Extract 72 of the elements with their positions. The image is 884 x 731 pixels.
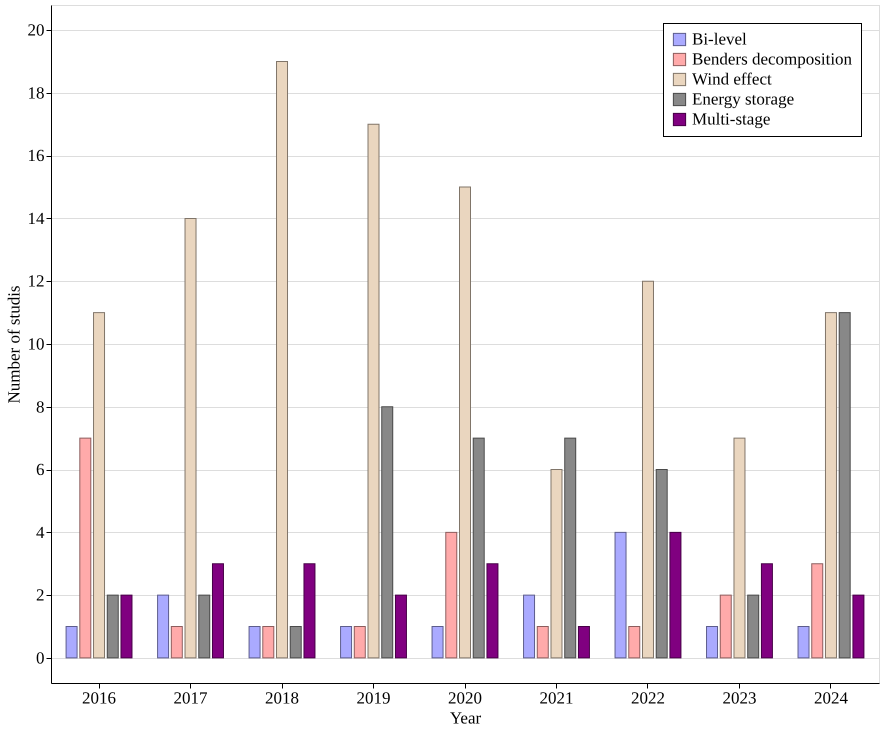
bar: [276, 61, 288, 658]
bar: [354, 626, 366, 658]
x-tick-label: 2016: [82, 688, 116, 708]
x-tick-label: 2019: [356, 688, 391, 708]
bar: [340, 626, 352, 658]
y-tick-label: 16: [28, 146, 44, 166]
bar: [212, 563, 224, 658]
bar: [614, 532, 627, 658]
legend-label: Benders decomposition: [692, 50, 853, 68]
bar: [747, 594, 760, 658]
legend-label: Bi-level: [692, 30, 748, 48]
y-tick-label: 10: [28, 334, 44, 354]
bar: [66, 626, 78, 658]
bar: [486, 563, 498, 658]
bar: [798, 626, 810, 658]
bar: [198, 594, 210, 658]
bar: [550, 469, 562, 658]
bar: [184, 218, 197, 658]
bar: [733, 438, 746, 658]
bar: [290, 626, 302, 658]
bar: [394, 594, 407, 658]
y-tick-label: 4: [36, 522, 45, 542]
bar: [564, 438, 576, 658]
bar: [432, 626, 444, 658]
bar: [628, 626, 640, 658]
y-tick-label: 20: [28, 20, 44, 40]
bar: [536, 626, 549, 658]
bar: [248, 626, 261, 658]
x-axis-title: Year: [450, 708, 482, 728]
bar: [523, 594, 536, 658]
y-axis-title: Number of studis: [4, 285, 24, 404]
bar: [157, 594, 170, 658]
bar: [720, 594, 732, 658]
bar: [656, 469, 668, 658]
y-tick-label: 12: [28, 272, 44, 291]
bar: [106, 594, 119, 658]
bar: [824, 312, 837, 658]
x-tick-label: 2020: [448, 688, 482, 708]
bar: [459, 186, 471, 658]
y-tick-label: 6: [36, 460, 44, 480]
y-tick-label: 2: [36, 586, 44, 605]
bar: [170, 626, 183, 658]
bar: [642, 280, 654, 658]
bar: [381, 406, 394, 658]
bar: [669, 532, 682, 658]
bar: [262, 626, 274, 658]
bar: [445, 532, 458, 658]
x-tick-label: 2023: [722, 688, 756, 708]
legend-label: Energy storage: [692, 90, 794, 108]
bar: [120, 594, 132, 658]
bar: [368, 124, 380, 658]
legend-label: Multi-stage: [692, 110, 770, 128]
bar: [578, 626, 590, 658]
bar: [760, 563, 773, 658]
bar: [811, 563, 824, 658]
x-tick-label: 2021: [539, 688, 574, 708]
x-tick-label: 2024: [814, 688, 848, 708]
bar: [472, 438, 485, 658]
bar: [303, 563, 316, 658]
y-tick-label: 0: [36, 648, 44, 668]
legend-label: Wind effect: [692, 70, 772, 88]
x-tick-label: 2022: [630, 688, 665, 708]
x-tick-label: 2018: [265, 688, 300, 708]
bar: [93, 312, 106, 658]
y-tick-label: 18: [28, 83, 44, 102]
bar: [706, 626, 718, 658]
bar: [852, 594, 864, 658]
bar: [79, 438, 92, 658]
x-tick-label: 2017: [174, 688, 208, 708]
bar: [838, 312, 851, 658]
y-tick-label: 14: [28, 208, 45, 228]
y-tick-label: 8: [36, 397, 44, 416]
